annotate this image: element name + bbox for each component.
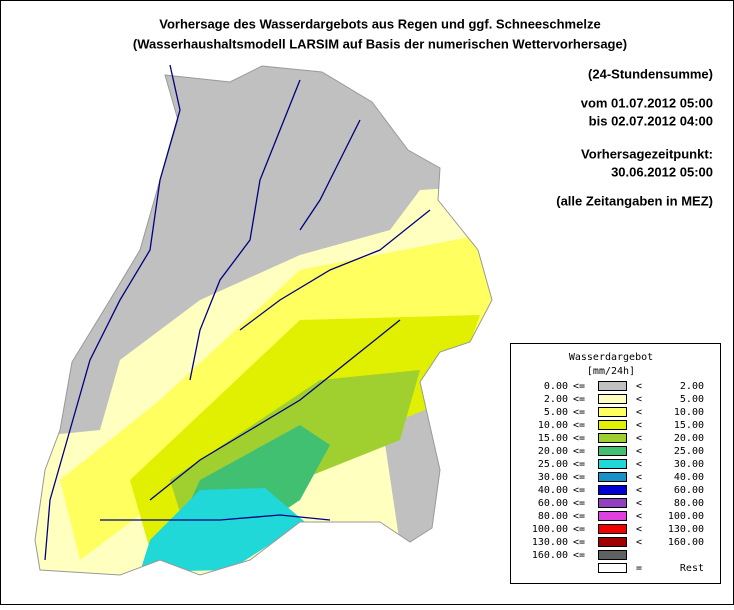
legend-from: 60.00 (538, 498, 568, 509)
legend-swatch (598, 524, 627, 534)
legend-from: 80.00 (538, 511, 568, 522)
legend-op: < (636, 420, 642, 431)
legend-unit: [mm/24h] (587, 366, 635, 377)
legend-to: 25.00 (674, 446, 704, 457)
legend-from: 130.00 (532, 537, 568, 548)
legend-to: 80.00 (674, 498, 704, 509)
info-line: 30.06.2012 05:00 (611, 164, 713, 179)
info-line: (alle Zeitangaben in MEZ) (556, 193, 713, 208)
legend-op: <= (573, 394, 585, 405)
legend-op: <= (573, 550, 585, 561)
legend-from: 25.00 (538, 459, 568, 470)
legend-from: 100.00 (532, 524, 568, 535)
legend-op: <= (573, 381, 585, 392)
legend-from: 0.00 (544, 381, 568, 392)
legend-swatch (598, 420, 627, 430)
legend-title: Wasserdargebot (569, 352, 653, 363)
legend-swatch (598, 498, 627, 508)
legend-op: <= (573, 485, 585, 496)
legend-op: < (636, 524, 642, 535)
legend-op: <= (573, 433, 585, 444)
border (34, 65, 493, 576)
legend-op: < (636, 485, 642, 496)
legend-from: 20.00 (538, 446, 568, 457)
legend-to: 20.00 (674, 433, 704, 444)
title: Vorhersage des Wasserdargebots aus Regen… (159, 16, 600, 31)
legend-op: <= (573, 524, 585, 535)
legend-from: 10.00 (538, 420, 568, 431)
legend-to: 160.00 (668, 537, 704, 548)
legend-to: 40.00 (674, 472, 704, 483)
legend-op: <= (573, 511, 585, 522)
legend-from: 30.00 (538, 472, 568, 483)
legend-to: 100.00 (668, 511, 704, 522)
legend-to: 15.00 (674, 420, 704, 431)
legend-op: <= (573, 498, 585, 509)
legend-from: 40.00 (538, 485, 568, 496)
legend-op: < (636, 472, 642, 483)
legend-swatch (598, 433, 627, 443)
legend-swatch (598, 563, 627, 573)
legend-op: < (636, 459, 642, 470)
legend-op: <= (573, 446, 585, 457)
rivers (44, 64, 431, 561)
legend-to: 2.00 (680, 381, 704, 392)
legend-swatch (598, 446, 627, 456)
legend-op: < (636, 381, 642, 392)
legend-swatch (598, 459, 627, 469)
legend-from: 5.00 (544, 407, 568, 418)
legend-swatch (598, 381, 627, 391)
legend-op: = (636, 563, 642, 574)
legend-op: <= (573, 420, 585, 431)
legend-op: < (636, 498, 642, 509)
legend-swatch (598, 550, 627, 560)
legend-swatch (598, 394, 627, 404)
legend-op: <= (573, 472, 585, 483)
legend-swatch (598, 511, 627, 521)
legend-to: 10.00 (674, 407, 704, 418)
info: (24-Stundensumme) vom 01.07.2012 05:00 b… (556, 66, 713, 208)
legend-from: 2.00 (544, 394, 568, 405)
legend-from: 160.00 (532, 550, 568, 561)
legend-to: 30.00 (674, 459, 704, 470)
legend-to: 60.00 (674, 485, 704, 496)
legend-op: <= (573, 407, 585, 418)
legend-op: <= (573, 459, 585, 470)
legend-swatch (598, 485, 627, 495)
legend-to: 130.00 (668, 524, 704, 535)
legend-op: < (636, 407, 642, 418)
legend-op: < (636, 511, 642, 522)
info-line: bis 02.07.2012 04:00 (589, 113, 713, 128)
legend-op: < (636, 394, 642, 405)
subtitle: (Wasserhaushaltsmodell LARSIM auf Basis … (133, 36, 627, 51)
legend-op: <= (573, 537, 585, 548)
info-line: Vorhersagezeitpunkt: (581, 146, 713, 161)
legend-rest: Rest (680, 563, 704, 574)
legend-swatch (598, 472, 627, 482)
info-line: vom 01.07.2012 05:00 (581, 95, 713, 110)
legend-to: 5.00 (680, 394, 704, 405)
info-line: (24-Stundensumme) (588, 66, 713, 81)
legend-op: < (636, 446, 642, 457)
legend-swatch (598, 407, 627, 417)
legend-op: < (636, 433, 642, 444)
legend-swatch (598, 537, 627, 547)
legend-op: < (636, 537, 642, 548)
legend-from: 15.00 (538, 433, 568, 444)
